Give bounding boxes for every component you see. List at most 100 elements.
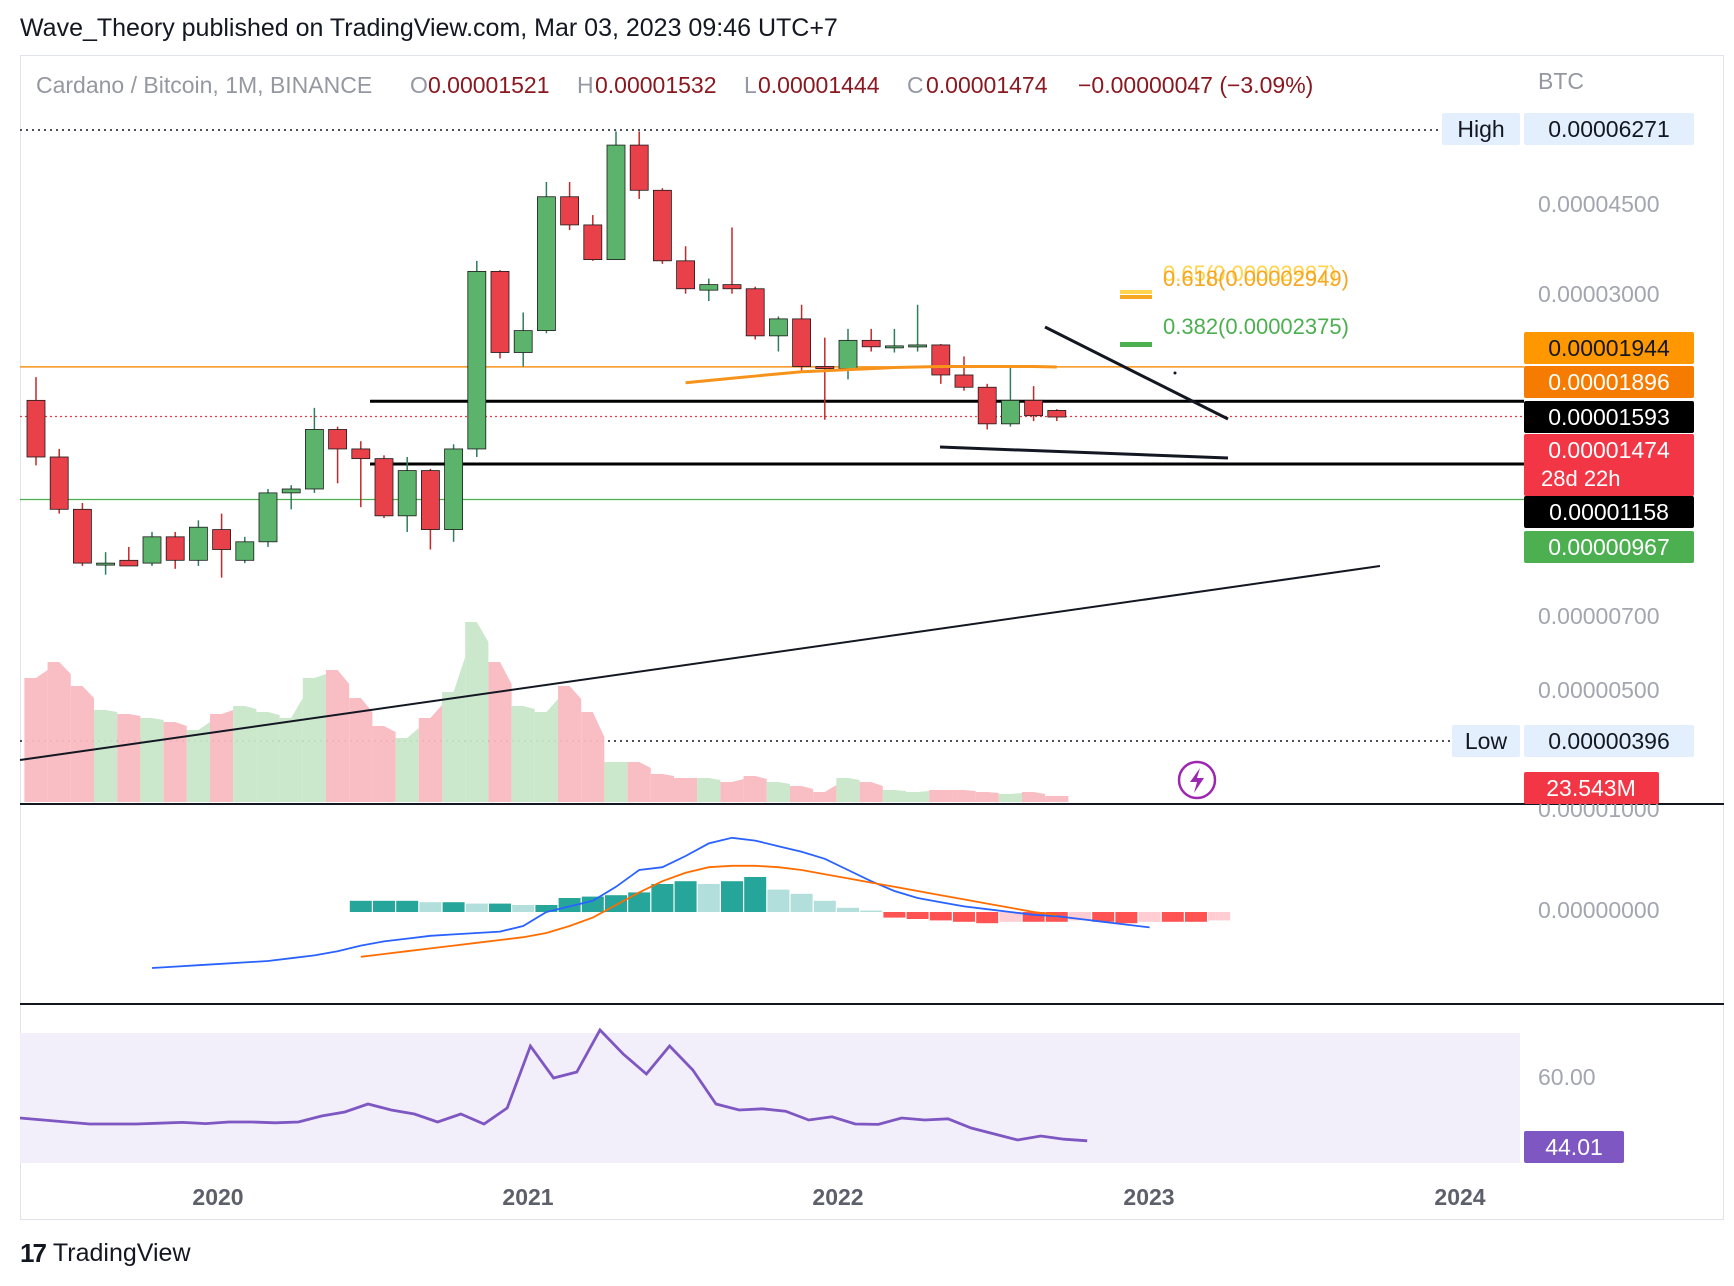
volume-segment	[929, 790, 953, 802]
high-value-bg	[1524, 113, 1694, 145]
badge-0.00001896	[1524, 366, 1694, 398]
macd-histogram-bar	[1115, 912, 1138, 924]
candle-down	[653, 189, 672, 262]
candle-down	[351, 448, 371, 460]
macd-histogram-bar	[1092, 912, 1115, 922]
macd-histogram-bar	[767, 889, 790, 912]
high-label-bg	[1442, 113, 1520, 145]
candle-down	[1047, 410, 1067, 418]
volume-segment	[511, 706, 535, 802]
rsi-60-tick: 60.00	[1538, 1064, 1596, 1090]
volume-area	[24, 622, 1069, 802]
volume-segment	[302, 674, 326, 802]
candle-up	[281, 488, 301, 494]
chart-frame	[20, 55, 1724, 1220]
y-tick-4500: 0.00004500	[1538, 191, 1660, 217]
badge-text-0.00001158: 0.00001158	[1549, 499, 1669, 525]
legend-symbol: Cardano / Bitcoin, 1M, BINANCE	[36, 72, 372, 98]
macd-histogram-bar	[1069, 912, 1091, 921]
x-tick-2021: 2021	[502, 1184, 553, 1210]
macd-histogram-bar	[396, 900, 419, 912]
legend-o-label: O	[410, 72, 428, 98]
horizontal-lines	[20, 366, 1524, 501]
macd-histogram-bar	[744, 877, 767, 912]
volume-segment	[163, 722, 187, 802]
macd-histogram-bar	[1022, 912, 1045, 922]
candle-up	[258, 492, 278, 543]
volume-segment	[94, 710, 118, 802]
macd-histogram-bar	[651, 884, 674, 912]
candle-up	[699, 284, 719, 291]
lightning-icon[interactable]	[1177, 760, 1217, 800]
candle-up	[908, 344, 927, 348]
candle-down	[212, 529, 232, 550]
candle-up	[96, 562, 115, 566]
footer-brand[interactable]: 17 TradingView	[20, 1238, 191, 1269]
macd-histogram-bar	[999, 912, 1022, 922]
x-tick-2022: 2022	[812, 1184, 863, 1210]
badge-0.00001593	[1524, 401, 1694, 433]
macd-histogram-bar	[953, 912, 975, 922]
volume-segment	[233, 706, 257, 802]
x-tick-2020: 2020	[192, 1184, 243, 1210]
candle-down	[1024, 399, 1043, 417]
badge-0.00000967	[1524, 531, 1694, 563]
macd-histogram-bar	[790, 893, 813, 912]
badge-text-0.00001944: 0.00001944	[1548, 335, 1670, 361]
volume-segment	[140, 718, 164, 802]
legend-h-value: 0.00001532	[595, 72, 717, 98]
candle-up	[304, 429, 324, 490]
macd-line	[151, 836, 1150, 969]
macd-histogram-bar	[813, 900, 836, 912]
rsi-badge	[1524, 1131, 1624, 1163]
candle-down	[977, 386, 997, 425]
volume-segment	[558, 686, 582, 802]
candle-down	[629, 144, 649, 191]
volume-segment	[395, 728, 419, 802]
wedge-support-line	[939, 445, 1229, 460]
volume-segment	[697, 778, 721, 802]
macd-histogram-bar	[1208, 912, 1231, 921]
candle-down	[73, 508, 92, 564]
legend-o-value: 0.00001521	[428, 72, 550, 98]
volume-segment	[813, 785, 837, 802]
volume-segment	[790, 786, 814, 802]
low-value-bg	[1524, 725, 1694, 757]
candle-up	[769, 318, 788, 337]
candle-down	[676, 260, 695, 290]
candle-up	[142, 536, 162, 564]
candle-down	[49, 456, 69, 510]
volume-badge-text: 23.543M	[1546, 775, 1636, 801]
volume-segment	[836, 778, 860, 802]
macd-histogram-bar	[697, 884, 720, 912]
badge-text-0.00001896: 0.00001896	[1548, 369, 1670, 395]
badge-0.00001474	[1524, 434, 1694, 496]
y-tick-3000: 0.00003000	[1538, 281, 1660, 307]
volume-segment	[998, 793, 1022, 802]
volume-segment	[581, 712, 605, 802]
low-label: Low	[1465, 728, 1508, 754]
candle-down	[815, 366, 835, 369]
volume-segment	[70, 686, 94, 802]
volume-segment	[1022, 792, 1046, 802]
volume-segment	[349, 698, 373, 802]
ema-line	[685, 365, 1057, 385]
macd-histogram-bar	[373, 900, 395, 912]
macd-histogram-bar	[465, 903, 488, 912]
descending-resistance-line	[1044, 325, 1229, 421]
volume-segment	[743, 776, 767, 802]
volume-segment	[256, 712, 280, 802]
badge-0.00001158	[1524, 496, 1694, 528]
volume-segment	[465, 622, 489, 802]
volume-segment	[906, 791, 930, 802]
candles[interactable]	[26, 131, 1067, 578]
legend-change: −0.00000047 (−3.09%)	[1078, 72, 1313, 98]
candle-up	[188, 526, 208, 561]
trendlines[interactable]	[19, 325, 1381, 761]
volume-segment	[952, 790, 976, 802]
macd-histogram-bar	[837, 907, 859, 912]
volume-segment	[604, 762, 628, 802]
volume-segment	[442, 657, 466, 802]
volume-segment	[279, 698, 303, 802]
